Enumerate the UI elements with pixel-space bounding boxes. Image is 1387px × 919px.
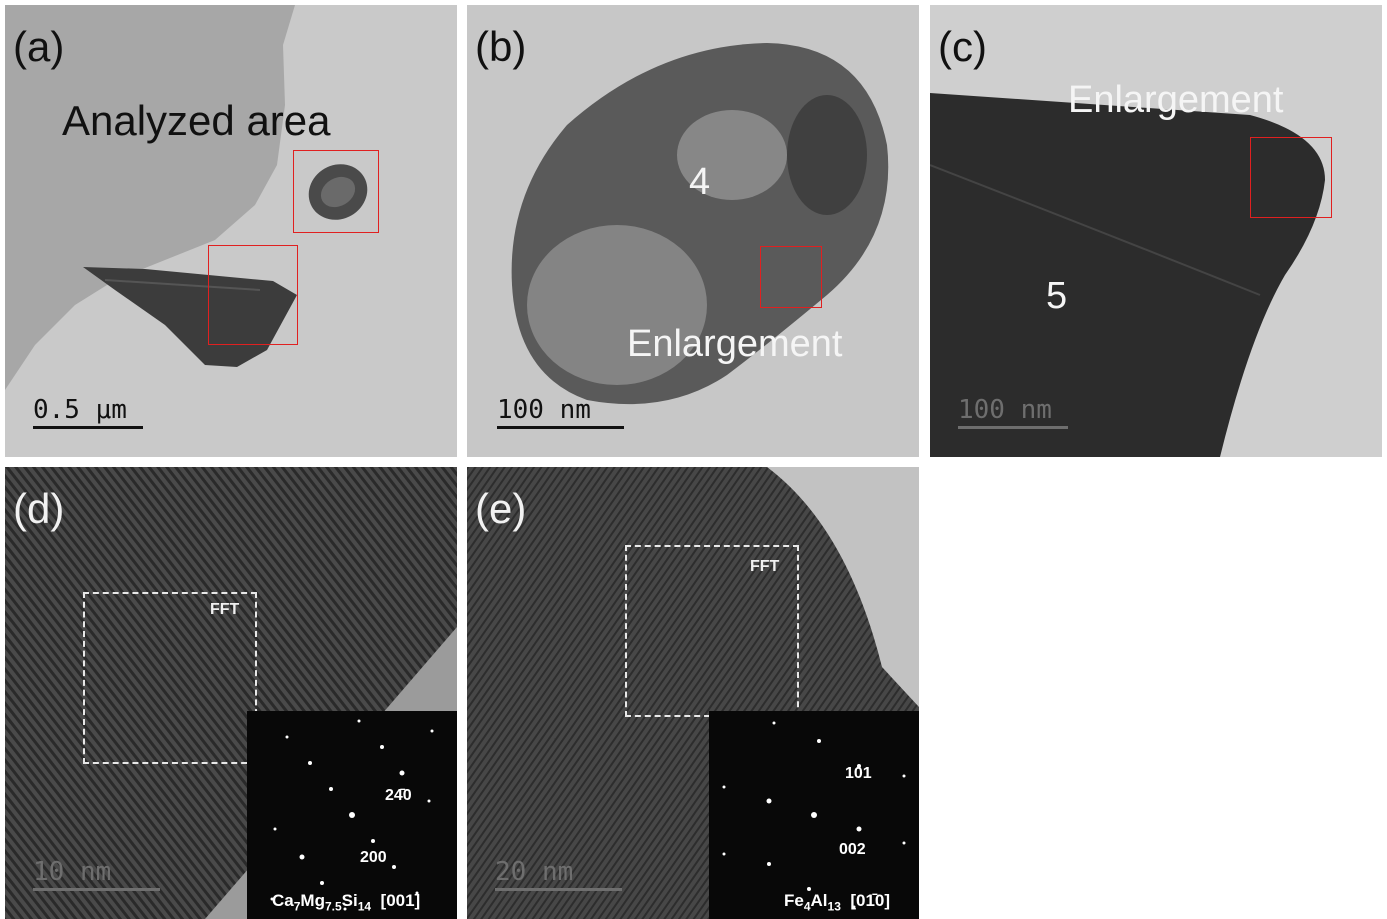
phase-e-fe-sub: 4	[803, 899, 811, 914]
fft-region-box-d	[83, 592, 257, 764]
scale-bar-b-line	[497, 426, 624, 429]
enlargement-box-c	[1250, 137, 1332, 218]
panel-c: (c) Enlargement 5 100 nm	[930, 5, 1382, 457]
phase-d-ca: Ca	[272, 891, 294, 910]
phase-d-mg: Mg	[300, 891, 325, 910]
scale-bar-c-text: 100 nm	[958, 395, 1052, 425]
zone-axis-e: [01̄0]	[850, 891, 891, 910]
fft-inset-e: 101 002 Fe4Al13 [01̄0]	[709, 711, 919, 919]
scale-bar-a-line	[33, 426, 143, 429]
panel-a-label: (a)	[13, 23, 65, 70]
fft-spot-label-d-2: 200	[360, 849, 387, 866]
zone-axis-d: [001]	[380, 891, 421, 910]
enlargement-label-b: Enlargement	[627, 323, 843, 365]
analyzed-region-box-2	[208, 245, 298, 345]
fft-inset-d: 24̄0 200 Ca7Mg7.5Si14 [001]	[247, 711, 457, 919]
panel-b: (b) 4 Enlargement 100 nm	[467, 5, 919, 457]
particle-number-5: 5	[1046, 275, 1068, 317]
panel-e: (e) FFT 101 002 Fe4Al13 [01̄0] 20 nm	[467, 467, 919, 919]
panel-a: (a) Analyzed area 0.5 μm	[5, 5, 457, 457]
fft-spot-label-e-2: 002	[839, 841, 866, 858]
panel-d: (d) FFT 24̄0 200 Ca7Mg7.5Si14 [001] 10 n…	[5, 467, 457, 919]
fft-label-d: FFT	[210, 601, 240, 618]
micrograph-c	[930, 5, 1382, 457]
fft-spot-label-e-1: 101	[845, 765, 872, 782]
phase-d-si: Si	[341, 891, 358, 910]
fft-pattern-e	[722, 721, 906, 909]
enlargement-box-b	[760, 246, 822, 308]
panel-b-label: (b)	[475, 23, 527, 70]
phase-d-mg-sub: 7.5	[324, 899, 342, 914]
fft-spot-label-d-1: 24̄0	[385, 787, 412, 804]
phase-label-e: Fe4Al13 [01̄0]	[784, 891, 890, 913]
micrograph-b	[467, 5, 919, 457]
scale-bar-b-text: 100 nm	[497, 395, 591, 425]
scale-bar-a: 0.5 μm	[33, 395, 143, 429]
scale-bar-c-line	[958, 426, 1068, 429]
scale-bar-e-line	[495, 888, 622, 891]
phase-e-al-sub: 13	[827, 899, 841, 914]
analyzed-region-box-1	[293, 150, 379, 233]
fft-pattern-d	[270, 719, 434, 911]
particle-number-4: 4	[689, 161, 711, 203]
scale-bar-a-text: 0.5 μm	[33, 395, 127, 425]
panel-d-label: (d)	[13, 485, 65, 532]
scale-bar-e: 20 nm	[495, 857, 622, 891]
scale-bar-b: 100 nm	[497, 395, 624, 429]
scale-bar-c: 100 nm	[958, 395, 1068, 429]
panel-c-label: (c)	[938, 23, 987, 70]
scale-bar-d-text: 10 nm	[33, 857, 112, 887]
phase-e-fe: Fe	[784, 891, 804, 910]
analyzed-area-label: Analyzed area	[62, 97, 331, 144]
phase-d-ca-sub: 7	[293, 899, 301, 914]
micrograph-a	[5, 5, 457, 457]
scale-bar-d: 10 nm	[33, 857, 160, 891]
phase-e-al: Al	[810, 891, 828, 910]
scale-bar-d-line	[33, 888, 160, 891]
phase-label-d: Ca7Mg7.5Si14 [001]	[272, 891, 420, 913]
enlargement-label-c: Enlargement	[1068, 79, 1284, 121]
panel-e-label: (e)	[475, 485, 527, 532]
phase-d-si-sub: 14	[357, 899, 372, 914]
fft-label-e: FFT	[750, 558, 780, 575]
scale-bar-e-text: 20 nm	[495, 857, 574, 887]
